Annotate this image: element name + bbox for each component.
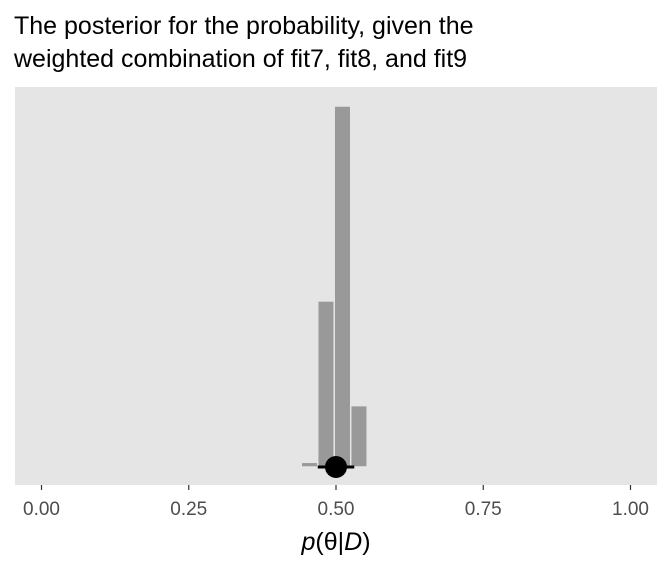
histogram-bar-1 (316, 300, 335, 468)
x-axis-tick-labels: 0.00 0.25 0.50 0.75 1.00 (23, 499, 649, 520)
x-axis-title-d: D (344, 528, 362, 556)
chart-title-line-2: weighted combination of fit7, fit8, and … (13, 45, 467, 73)
x-tick-label-0: 0.00 (23, 499, 60, 520)
x-tick-label-2: 0.50 (318, 499, 355, 520)
x-tick-label-3: 0.75 (465, 499, 502, 520)
x-axis-title-p: p (300, 528, 315, 556)
point-estimate-dot (325, 456, 347, 478)
histogram-bar-2 (333, 105, 352, 468)
chart-title-line-1: The posterior for the probability, given… (14, 12, 474, 40)
x-axis-title-close: ) (362, 528, 370, 556)
x-tick-label-1: 0.25 (170, 499, 207, 520)
x-tick-label-4: 1.00 (612, 499, 649, 520)
x-axis-title-theta: (θ| (315, 528, 344, 556)
histogram-bars (300, 105, 368, 468)
point-interval (317, 456, 355, 478)
x-axis-ticks (40, 485, 632, 490)
histogram-bar-3 (349, 404, 368, 468)
x-axis-title: p(θ|D) (300, 528, 370, 556)
histogram-bar-0 (300, 461, 319, 468)
